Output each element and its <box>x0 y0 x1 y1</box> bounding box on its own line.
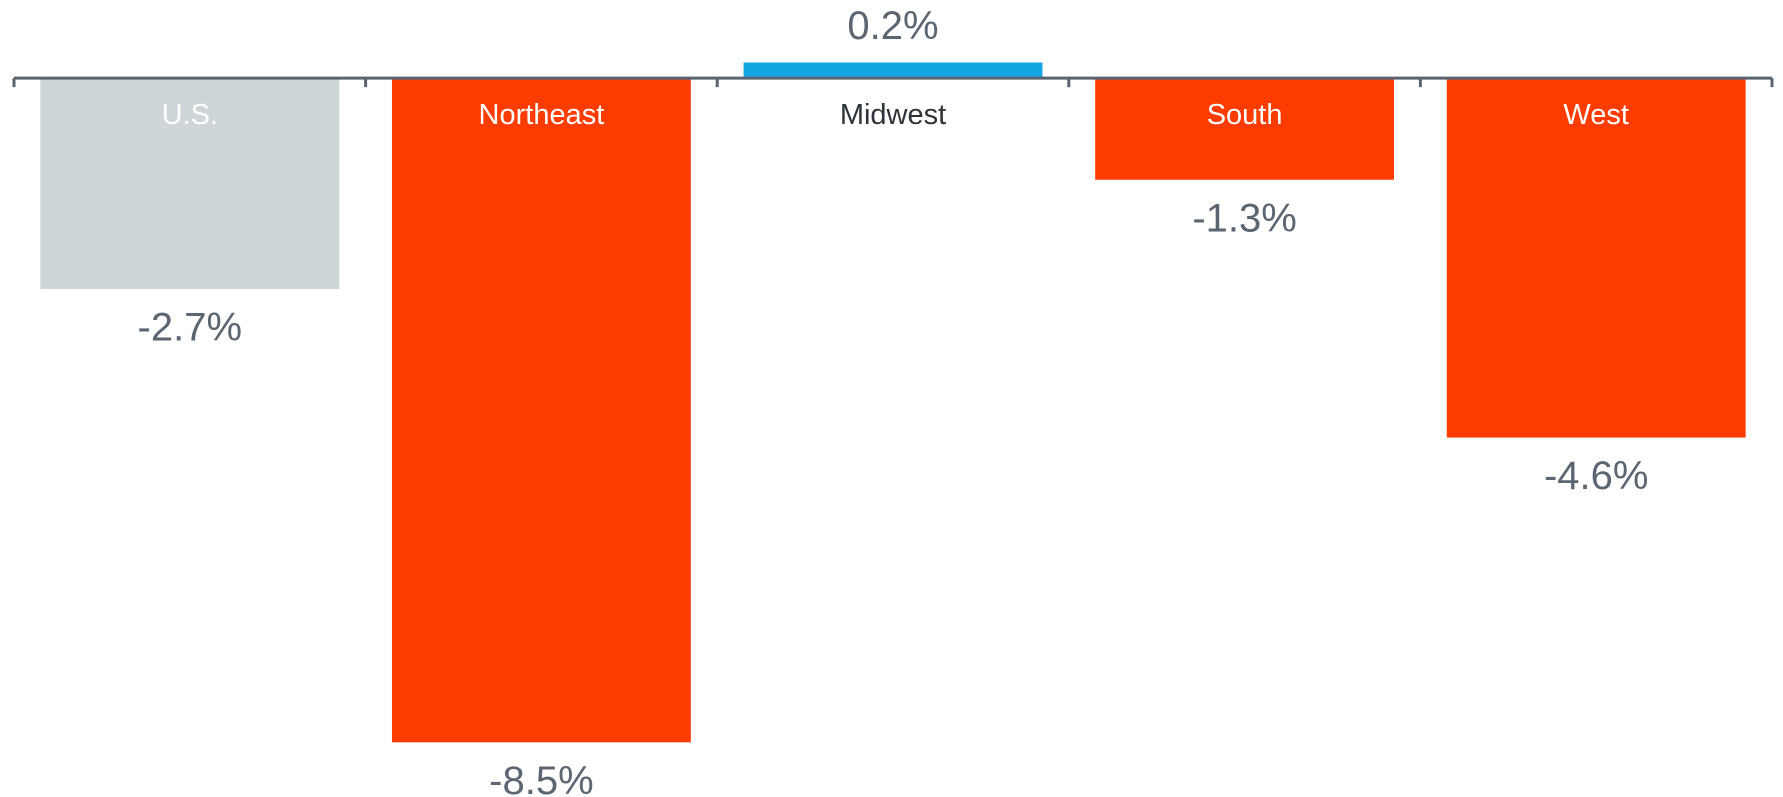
value-label: -4.6% <box>1544 454 1649 498</box>
value-label: -8.5% <box>489 759 594 797</box>
category-label: South <box>1207 99 1283 131</box>
bar <box>40 78 340 290</box>
category-label: Midwest <box>840 99 946 131</box>
value-label: -2.7% <box>138 306 243 350</box>
value-label: 0.2% <box>847 4 938 48</box>
bar <box>743 62 1043 79</box>
bar <box>391 78 691 743</box>
value-label: -1.3% <box>1192 196 1297 240</box>
category-label: U.S. <box>162 99 218 131</box>
category-label: West <box>1563 99 1629 131</box>
bar <box>1446 78 1746 438</box>
bar <box>1095 78 1395 180</box>
category-label: Northeast <box>479 99 605 131</box>
